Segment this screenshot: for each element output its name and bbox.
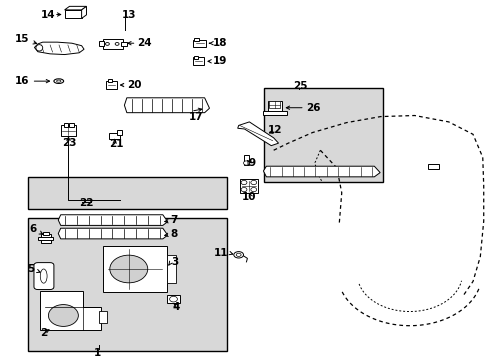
- Bar: [193, 57, 203, 65]
- Text: 20: 20: [126, 80, 141, 90]
- Ellipse shape: [36, 45, 42, 51]
- Polygon shape: [58, 215, 167, 225]
- Bar: [263, 111, 287, 115]
- Bar: [28, 177, 227, 209]
- FancyBboxPatch shape: [34, 262, 54, 289]
- Bar: [193, 40, 205, 47]
- Text: 22: 22: [79, 198, 94, 208]
- Circle shape: [250, 188, 256, 192]
- Bar: [116, 130, 122, 135]
- Ellipse shape: [233, 252, 243, 258]
- Polygon shape: [58, 228, 167, 239]
- Bar: [109, 132, 120, 139]
- Bar: [194, 37, 199, 41]
- Circle shape: [169, 296, 177, 302]
- Circle shape: [243, 161, 249, 165]
- Bar: [121, 42, 126, 46]
- Bar: [108, 78, 112, 82]
- Polygon shape: [34, 42, 84, 55]
- Text: 4: 4: [172, 302, 180, 312]
- Bar: [41, 234, 51, 243]
- Text: 25: 25: [292, 81, 307, 91]
- Text: 8: 8: [170, 229, 178, 239]
- Text: 7: 7: [170, 215, 178, 225]
- Circle shape: [48, 305, 78, 327]
- Bar: [106, 81, 116, 89]
- Bar: [264, 88, 382, 182]
- Text: 13: 13: [122, 9, 136, 19]
- Bar: [28, 217, 227, 351]
- Text: 16: 16: [15, 76, 30, 86]
- Bar: [99, 41, 104, 46]
- Text: 21: 21: [109, 139, 123, 149]
- Ellipse shape: [54, 79, 63, 84]
- Text: 6: 6: [29, 224, 36, 234]
- Bar: [166, 295, 180, 303]
- Text: 2: 2: [40, 328, 47, 338]
- Bar: [69, 123, 74, 127]
- Text: 23: 23: [62, 138, 77, 148]
- Bar: [194, 56, 198, 59]
- Bar: [63, 123, 68, 127]
- Bar: [38, 237, 53, 239]
- Text: 19: 19: [212, 55, 227, 66]
- Bar: [43, 232, 49, 235]
- Text: 10: 10: [242, 192, 256, 202]
- Text: 1: 1: [94, 348, 101, 358]
- Bar: [267, 101, 282, 115]
- Text: 18: 18: [212, 37, 227, 48]
- Polygon shape: [124, 98, 209, 113]
- Circle shape: [241, 188, 246, 192]
- Text: 3: 3: [171, 257, 179, 267]
- Bar: [99, 311, 107, 323]
- Text: 24: 24: [137, 37, 152, 48]
- Polygon shape: [237, 122, 278, 146]
- Bar: [166, 255, 176, 283]
- Text: 9: 9: [248, 158, 255, 168]
- Polygon shape: [263, 166, 379, 177]
- Polygon shape: [64, 6, 86, 10]
- Ellipse shape: [57, 80, 61, 82]
- Text: 17: 17: [188, 112, 203, 122]
- Bar: [103, 246, 166, 292]
- Polygon shape: [40, 291, 101, 330]
- Ellipse shape: [110, 255, 147, 283]
- Text: 12: 12: [267, 125, 282, 135]
- Bar: [239, 179, 258, 193]
- Circle shape: [115, 42, 119, 45]
- Text: 26: 26: [305, 103, 320, 113]
- Bar: [243, 154, 249, 165]
- Bar: [64, 10, 81, 18]
- Bar: [102, 39, 122, 49]
- Text: 11: 11: [213, 248, 227, 258]
- Circle shape: [105, 42, 109, 45]
- Text: 15: 15: [15, 34, 30, 44]
- Bar: [427, 164, 438, 169]
- Polygon shape: [81, 6, 86, 18]
- Bar: [61, 125, 76, 136]
- Circle shape: [250, 180, 256, 185]
- Circle shape: [241, 180, 246, 185]
- Text: 5: 5: [27, 264, 34, 274]
- Ellipse shape: [236, 253, 241, 256]
- Ellipse shape: [40, 269, 47, 283]
- Polygon shape: [268, 102, 280, 108]
- Text: 14: 14: [41, 9, 56, 19]
